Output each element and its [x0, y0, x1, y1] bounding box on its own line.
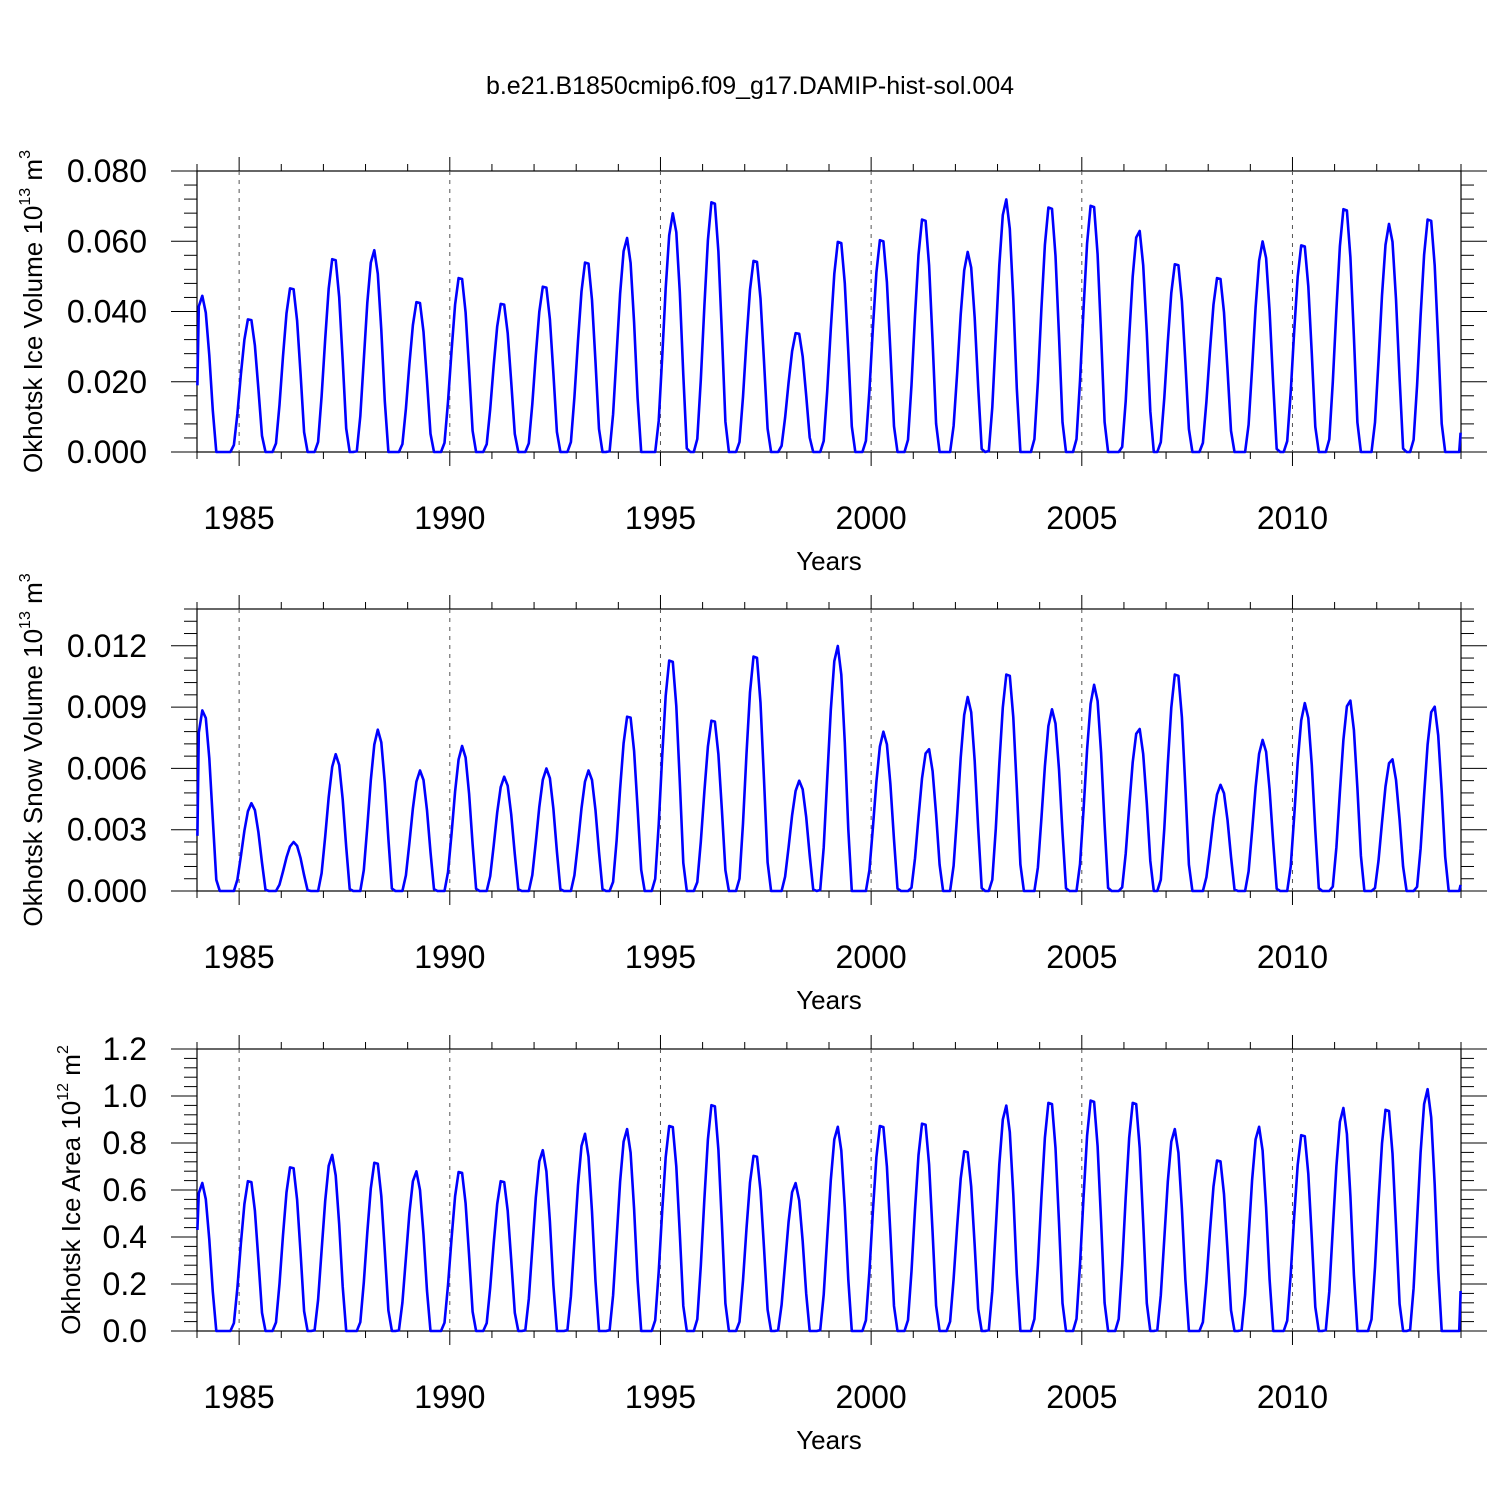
- ice-volume-panel: 1985 1990 1995 2000 2005 2010 0.000 0.020 0.040 0…: [17, 150, 1487, 576]
- ice-volume-x-tick-label: 1985: [204, 500, 275, 536]
- snow-volume-series-line: [196, 644, 1462, 893]
- ice-area-y-axis-label-unit-exp: 2: [55, 1045, 72, 1054]
- ice-area-y-axis-label-exp: 12: [55, 1083, 72, 1101]
- ice-volume-series-line: [196, 198, 1462, 454]
- ice-volume-x-tick-label: 2005: [1046, 500, 1117, 536]
- ice-area-y-tick-label: 0.8: [103, 1125, 147, 1161]
- ice-area-x-tick-label: 1985: [204, 1379, 275, 1415]
- ice-volume-x-tick-label: 1995: [625, 500, 696, 536]
- ice-volume-y-tick-label: 0.040: [67, 294, 147, 330]
- ice-area-x-tick-label: 2005: [1046, 1379, 1117, 1415]
- ice-volume-y-axis-label-text: Okhotsk Ice Volume 10: [18, 206, 48, 473]
- ice-area-y-tick-label: 1.2: [103, 1031, 147, 1067]
- snow-volume-x-tick-label: 1995: [625, 939, 696, 975]
- ice-area-x-tick-label: 2000: [836, 1379, 907, 1415]
- ice-area-y-axis-label-unit: m: [56, 1054, 86, 1083]
- snow-volume-y-axis-label-text: Okhotsk Snow Volume 10: [18, 629, 48, 927]
- snow-volume-y-tick-label: 0.003: [67, 812, 147, 848]
- snow-volume-x-tick-label: 2005: [1046, 939, 1117, 975]
- ice-area-series-line: [196, 1087, 1462, 1333]
- snow-volume-x-tick-label: 2000: [836, 939, 907, 975]
- ice-area-y-axis-label: Okhotsk Ice Area 1012 m2: [55, 1045, 86, 1335]
- ice-area-x-tick-label: 2010: [1257, 1379, 1328, 1415]
- ice-volume-y-tick-label: 0.080: [67, 153, 147, 189]
- snow-volume-x-tick-label: 2010: [1257, 939, 1328, 975]
- ice-volume-y-axis-label-exp: 13: [17, 188, 34, 206]
- ice-area-y-tick-label: 1.0: [103, 1078, 147, 1114]
- ice-volume-y-tick-label: 0.020: [67, 364, 147, 400]
- ice-area-x-axis-label: Years: [796, 1425, 862, 1455]
- ice-area-y-axis-label-text: Okhotsk Ice Area 10: [56, 1101, 86, 1335]
- snow-volume-y-tick-label: 0.000: [67, 873, 147, 909]
- ice-volume-x-tick-label: 2010: [1257, 500, 1328, 536]
- snow-volume-x-axis-label: Years: [796, 985, 862, 1015]
- snow-volume-y-axis-label: Okhotsk Snow Volume 1013 m3: [17, 573, 48, 926]
- snow-volume-y-axis-label-unit-exp: 3: [17, 573, 34, 582]
- ice-area-y-tick-label: 0.6: [103, 1172, 147, 1208]
- ice-area-y-tick-label: 0.2: [103, 1266, 147, 1302]
- ice-area-panel: 1985 1990 1995 2000 2005 2010 0.0 0.2 0.4 0.6 0.8 1…: [55, 1031, 1487, 1455]
- ice-area-y-tick-label: 0.0: [103, 1313, 147, 1349]
- snow-volume-y-tick-label: 0.012: [67, 628, 147, 664]
- snow-volume-y-axis-label-unit: m: [18, 582, 48, 611]
- ice-area-x-tick-label: 1990: [414, 1379, 485, 1415]
- figure-title: b.e21.B1850cmip6.f09_g17.DAMIP-hist-sol.…: [486, 72, 1014, 100]
- ice-volume-y-axis-label: Okhotsk Ice Volume 1013 m3: [17, 150, 48, 473]
- ice-area-y-tick-label: 0.4: [103, 1219, 147, 1255]
- snow-volume-y-tick-label: 0.009: [67, 689, 147, 725]
- snow-volume-y-axis-label-exp: 13: [17, 611, 34, 629]
- snow-volume-panel: 1985 1990 1995 2000 2005 2010 0.000 0.003 0.006 0…: [17, 573, 1487, 1015]
- ice-volume-y-tick-label: 0.060: [67, 223, 147, 259]
- ice-area-x-tick-label: 1995: [625, 1379, 696, 1415]
- ice-volume-x-tick-label: 2000: [836, 500, 907, 536]
- ice-volume-y-axis-label-unit-exp: 3: [17, 150, 34, 159]
- snow-volume-y-tick-label: 0.006: [67, 750, 147, 786]
- ice-volume-x-axis-label: Years: [796, 546, 862, 576]
- ice-volume-y-axis-label-unit: m: [18, 159, 48, 188]
- ice-volume-x-tick-label: 1990: [414, 500, 485, 536]
- ice-volume-y-tick-label: 0.000: [67, 434, 147, 470]
- snow-volume-x-tick-label: 1990: [414, 939, 485, 975]
- snow-volume-x-tick-label: 1985: [204, 939, 275, 975]
